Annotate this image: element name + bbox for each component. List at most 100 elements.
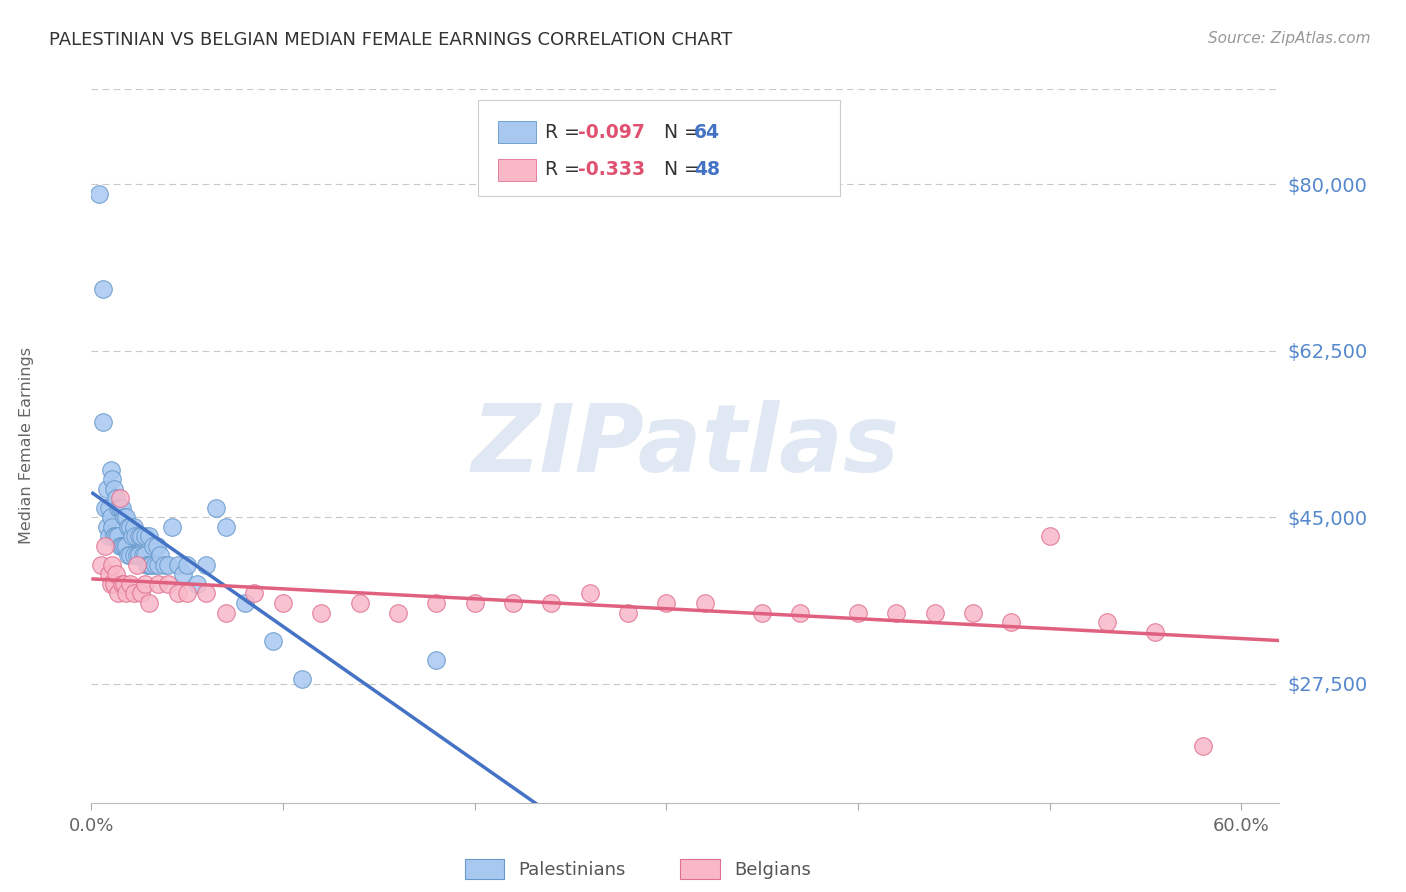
Point bbox=[127, 558, 149, 572]
Point bbox=[1038, 529, 1060, 543]
Point bbox=[111, 539, 134, 553]
Point bbox=[846, 606, 869, 620]
Point bbox=[111, 577, 134, 591]
Point bbox=[108, 539, 131, 553]
Point bbox=[112, 577, 135, 591]
Point bbox=[176, 558, 198, 572]
Point bbox=[117, 549, 139, 563]
Point bbox=[94, 500, 117, 515]
Text: Median Female Earnings: Median Female Earnings bbox=[18, 348, 34, 544]
Point bbox=[214, 520, 236, 534]
Point bbox=[124, 529, 146, 543]
Point bbox=[172, 567, 194, 582]
Point bbox=[134, 577, 156, 591]
Point bbox=[101, 520, 124, 534]
Point bbox=[186, 577, 208, 591]
Text: -0.097: -0.097 bbox=[578, 122, 645, 142]
Point bbox=[97, 567, 120, 582]
Point bbox=[117, 520, 139, 534]
Point bbox=[1000, 615, 1022, 629]
Point bbox=[115, 539, 138, 553]
Point bbox=[128, 549, 150, 563]
Point bbox=[100, 577, 122, 591]
Point bbox=[425, 596, 447, 610]
Point bbox=[157, 577, 180, 591]
Point bbox=[160, 520, 183, 534]
Point bbox=[91, 415, 114, 429]
Point bbox=[107, 500, 129, 515]
Point bbox=[149, 549, 172, 563]
Point bbox=[105, 491, 128, 506]
Point bbox=[118, 549, 141, 563]
Point bbox=[122, 549, 145, 563]
Point bbox=[129, 529, 152, 543]
Point bbox=[142, 539, 165, 553]
Point bbox=[121, 529, 143, 543]
Point bbox=[464, 596, 486, 610]
Point bbox=[751, 606, 773, 620]
Point bbox=[96, 482, 118, 496]
Point bbox=[214, 606, 236, 620]
Point bbox=[148, 577, 170, 591]
Point bbox=[115, 510, 138, 524]
Point bbox=[105, 529, 128, 543]
Point bbox=[271, 596, 294, 610]
Point bbox=[97, 500, 120, 515]
Point bbox=[349, 596, 371, 610]
Point bbox=[91, 282, 114, 296]
Point bbox=[145, 539, 167, 553]
Text: PALESTINIAN VS BELGIAN MEDIAN FEMALE EARNINGS CORRELATION CHART: PALESTINIAN VS BELGIAN MEDIAN FEMALE EAR… bbox=[49, 31, 733, 49]
Point bbox=[122, 520, 145, 534]
Point bbox=[94, 539, 117, 553]
Text: 48: 48 bbox=[693, 161, 720, 179]
Point bbox=[655, 596, 678, 610]
Text: N =: N = bbox=[652, 122, 706, 142]
Legend: Palestinians, Belgians: Palestinians, Belgians bbox=[457, 852, 818, 887]
Text: R =: R = bbox=[546, 161, 586, 179]
Text: R =: R = bbox=[546, 122, 586, 142]
Point bbox=[103, 529, 125, 543]
Point bbox=[578, 586, 600, 600]
Point bbox=[962, 606, 984, 620]
Point bbox=[115, 586, 138, 600]
Point bbox=[90, 558, 112, 572]
Point bbox=[138, 558, 160, 572]
Point bbox=[617, 606, 640, 620]
Point bbox=[134, 529, 156, 543]
Point bbox=[105, 567, 128, 582]
Point bbox=[311, 606, 333, 620]
Point bbox=[243, 586, 266, 600]
Point bbox=[138, 596, 160, 610]
Point bbox=[100, 463, 122, 477]
Point bbox=[122, 586, 145, 600]
Point bbox=[127, 549, 149, 563]
Point bbox=[233, 596, 256, 610]
Point bbox=[128, 529, 150, 543]
FancyBboxPatch shape bbox=[498, 159, 536, 180]
Point bbox=[107, 586, 129, 600]
Point bbox=[502, 596, 524, 610]
Point bbox=[101, 472, 124, 486]
Point bbox=[176, 586, 198, 600]
Point bbox=[195, 558, 218, 572]
Point bbox=[96, 520, 118, 534]
Point bbox=[148, 558, 170, 572]
Point bbox=[693, 596, 716, 610]
Point bbox=[112, 539, 135, 553]
Point bbox=[1143, 624, 1166, 639]
Point bbox=[108, 500, 131, 515]
Point bbox=[789, 606, 811, 620]
Point bbox=[108, 491, 131, 506]
FancyBboxPatch shape bbox=[498, 121, 536, 143]
Point bbox=[103, 482, 125, 496]
Point bbox=[924, 606, 946, 620]
Point bbox=[195, 586, 218, 600]
Point bbox=[291, 672, 314, 686]
Point bbox=[111, 500, 134, 515]
Point bbox=[134, 549, 156, 563]
Point bbox=[166, 586, 188, 600]
Point bbox=[143, 558, 166, 572]
Point bbox=[166, 558, 188, 572]
Point bbox=[112, 510, 135, 524]
Point bbox=[138, 529, 160, 543]
